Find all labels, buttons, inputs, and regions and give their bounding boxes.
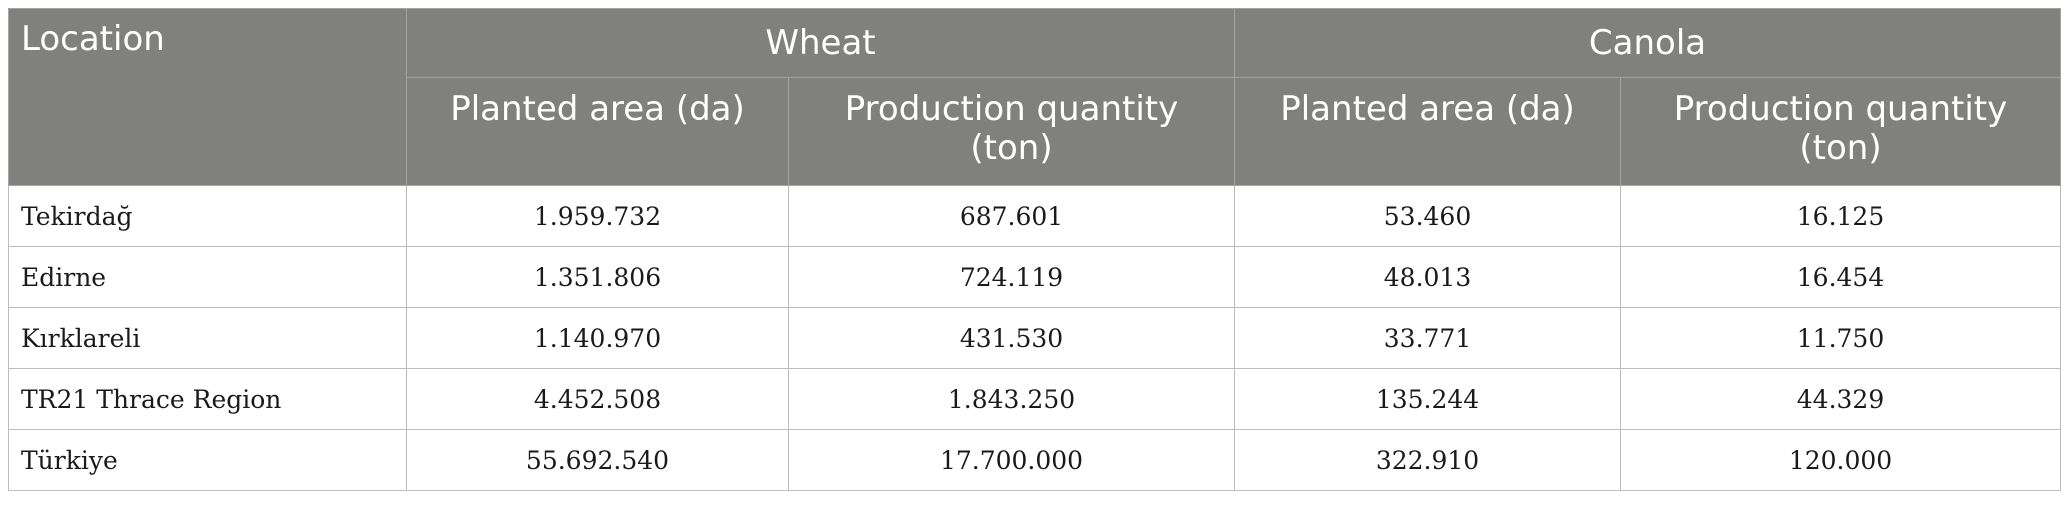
cell-canola-planted-area: 135.244	[1234, 368, 1622, 430]
header-group-wheat: Wheat	[405, 8, 1236, 78]
table-header: Location Wheat Canola Planted area (da) …	[8, 8, 2062, 186]
cell-canola-planted-area: 33.771	[1234, 307, 1622, 369]
cell-wheat-production: 17.700.000	[787, 429, 1236, 491]
cell-wheat-planted-area: 1.140.970	[406, 307, 789, 369]
table-row: Türkiye 55.692.540 17.700.000 322.910 12…	[8, 429, 2062, 491]
cell-wheat-planted-area: 55.692.540	[406, 429, 789, 491]
row-location-name: Edirne	[8, 246, 407, 308]
cell-canola-production: 16.125	[1620, 185, 2062, 247]
header-row-subcolumns: Planted area (da) Production quantity (t…	[9, 77, 2062, 186]
cell-canola-planted-area: 48.013	[1234, 246, 1622, 308]
table-row: Tekirdağ 1.959.732 687.601 53.460 16.125	[8, 185, 2062, 247]
row-location-name: Tekirdağ	[8, 185, 407, 247]
row-location-name: Türkiye	[8, 429, 407, 491]
cell-canola-planted-area: 322.910	[1234, 429, 1622, 491]
table-row: TR21 Thrace Region 4.452.508 1.843.250 1…	[8, 368, 2062, 430]
table-row: Kırklareli 1.140.970 431.530 33.771 11.7…	[8, 307, 2062, 369]
cell-wheat-production: 1.843.250	[787, 368, 1236, 430]
header-row-groups: Location Wheat Canola	[8, 8, 2062, 186]
header-group-canola: Canola	[1234, 8, 2062, 78]
header-location: Location	[8, 8, 407, 186]
cell-canola-planted-area: 53.460	[1234, 185, 1622, 247]
table-body: Tekirdağ 1.959.732 687.601 53.460 16.125…	[8, 185, 2062, 491]
table-row: Edirne 1.351.806 724.119 48.013 16.454	[8, 246, 2062, 308]
header-canola-planted-area: Planted area (da)	[1234, 77, 1622, 186]
cell-canola-production: 120.000	[1620, 429, 2062, 491]
cell-wheat-planted-area: 1.959.732	[406, 185, 789, 247]
header-wheat-planted-area: Planted area (da)	[406, 77, 789, 186]
header-canola-production: Production quantity (ton)	[1620, 77, 2062, 186]
header-wheat-production: Production quantity (ton)	[787, 77, 1236, 186]
cell-canola-production: 16.454	[1620, 246, 2062, 308]
cell-canola-production: 44.329	[1620, 368, 2062, 430]
cell-wheat-production: 687.601	[787, 185, 1236, 247]
data-table-container: Location Wheat Canola Planted area (da) …	[8, 8, 2062, 491]
row-location-name: TR21 Thrace Region	[8, 368, 407, 430]
cell-wheat-planted-area: 1.351.806	[406, 246, 789, 308]
cell-wheat-production: 431.530	[787, 307, 1236, 369]
cell-wheat-planted-area: 4.452.508	[406, 368, 789, 430]
cell-canola-production: 11.750	[1620, 307, 2062, 369]
row-location-name: Kırklareli	[8, 307, 407, 369]
data-table: Location Wheat Canola Planted area (da) …	[8, 8, 2062, 491]
cell-wheat-production: 724.119	[787, 246, 1236, 308]
